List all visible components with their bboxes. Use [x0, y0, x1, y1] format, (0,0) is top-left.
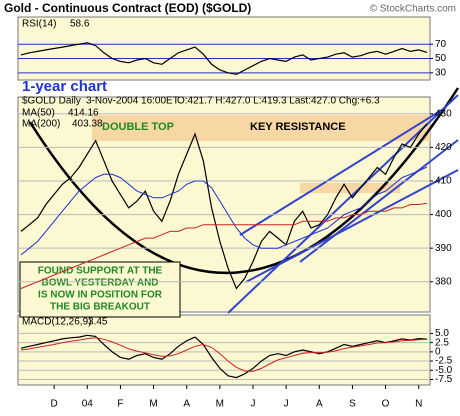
double-top-label: DOUBLE TOP [102, 121, 174, 133]
support-band [300, 183, 400, 193]
y-tick-label: 410 [435, 176, 452, 187]
bowl-curve [28, 87, 460, 275]
trend-line [227, 94, 459, 314]
support-box [19, 261, 181, 318]
rsi-panel [17, 16, 431, 81]
macd-panel [17, 314, 431, 386]
legend-label: MA(50) [22, 108, 55, 119]
x-tick-label: O [382, 399, 390, 410]
last-value-label: 403.38 [72, 119, 103, 130]
last-value-label: 3.45 [88, 317, 108, 328]
support-line: IS NOW IN POSITION FOR [38, 290, 163, 301]
legend-label: MA(200) [22, 119, 60, 130]
y-tick-label: 400 [435, 209, 452, 220]
y-tick-label: -5.0 [435, 365, 453, 376]
series-line [20, 334, 428, 379]
support-line: THE BIG BREAKOUT [50, 302, 150, 313]
y-tick-label: 5.0 [435, 328, 449, 339]
x-tick-label: M [149, 399, 157, 410]
support-line: FOUND SUPPORT AT THE [38, 266, 163, 277]
last-value-label: 414.16 [68, 108, 99, 119]
x-tick-label: D [51, 399, 58, 410]
series-line [20, 166, 428, 256]
y-tick-label: 420 [435, 142, 452, 153]
y-tick-label: 0 [435, 346, 441, 357]
x-tick-label: F [117, 399, 123, 410]
x-tick-label: A [316, 399, 323, 410]
last-value-label: 58.6 [70, 19, 90, 30]
x-tick-label: J [284, 399, 289, 410]
x-tick-label: 04 [82, 399, 94, 410]
y-tick-label: 2.5 [435, 337, 449, 348]
legend-label: MACD(12,26,9) [22, 317, 91, 328]
x-tick-label: M [216, 399, 224, 410]
y-tick-label: 30 [435, 67, 447, 78]
trend-line [245, 169, 459, 283]
legend-label: RSI(14) [22, 19, 56, 30]
y-tick-label: -2.5 [435, 356, 453, 367]
trend-line [299, 139, 459, 263]
series-line [20, 42, 428, 75]
resistance-label: KEY RESISTANCE [250, 121, 346, 133]
quote-label: O:421.7 H:427.0 L:419.3 Last:427.0 Chg:+… [177, 96, 380, 107]
trend-lines [28, 87, 460, 314]
x-tick-label: S [349, 399, 356, 410]
series-line [20, 202, 428, 289]
trend-line [239, 107, 446, 236]
x-tick-label: N [415, 399, 422, 410]
legend-label: $GOLD Daily [22, 96, 81, 107]
series-line [20, 123, 428, 290]
series-line [20, 337, 428, 372]
y-tick-label: 70 [435, 39, 447, 50]
y-tick-label: 380 [435, 276, 452, 287]
chart-title: Gold - Continuous Contract (EOD) ($GOLD) [4, 1, 251, 15]
x-tick-label: J [251, 399, 256, 410]
x-tick-label: A [183, 399, 190, 410]
period-label: 1-year chart [22, 78, 107, 95]
y-tick-label: 390 [435, 243, 452, 254]
date-label: 3-Nov-2004 16:00ET [86, 96, 179, 107]
support-line: BOWL YESTERDAY AND [41, 278, 158, 289]
y-tick-label: 430 [435, 108, 452, 119]
watermark: © StockCharts.com [370, 4, 456, 15]
resistance-band [92, 115, 430, 141]
y-tick-label: -7.5 [435, 374, 453, 385]
y-tick-label: 50 [435, 53, 447, 64]
